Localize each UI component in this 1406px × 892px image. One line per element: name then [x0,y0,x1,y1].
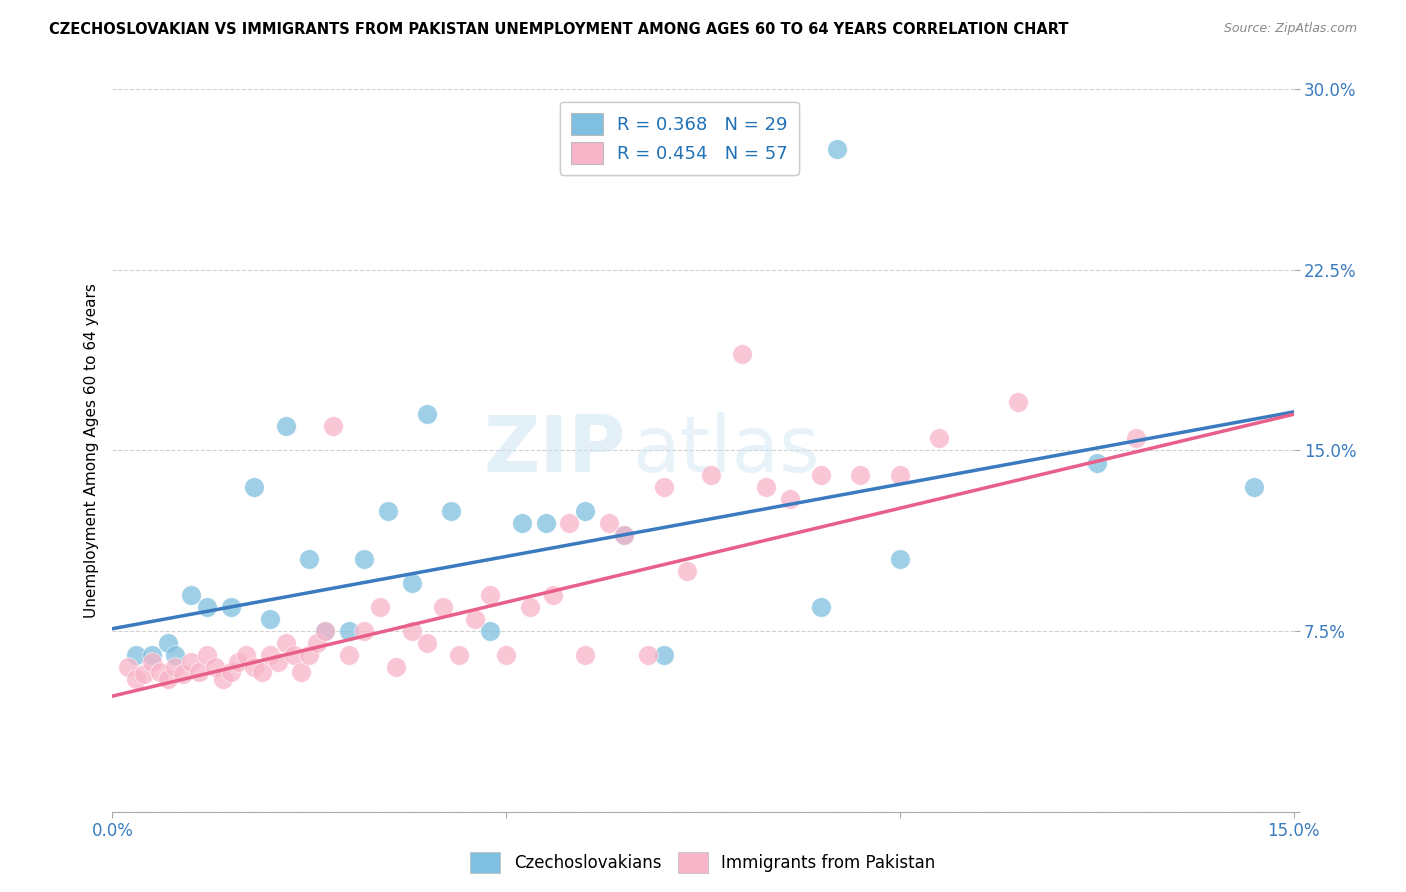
Point [180,588,202,602]
Point [243,660,266,674]
Point [283,648,305,662]
Point [700,467,723,482]
Point [156,673,179,687]
Point [928,431,950,445]
Point [1007,395,1029,409]
Point [219,599,242,614]
Point [259,612,281,626]
Text: ZIP: ZIP [484,412,626,489]
Text: CZECHOSLOVAKIAN VS IMMIGRANTS FROM PAKISTAN UNEMPLOYMENT AMONG AGES 60 TO 64 YEA: CZECHOSLOVAKIAN VS IMMIGRANTS FROM PAKIS… [49,22,1069,37]
Point [353,624,375,639]
Point [432,599,454,614]
Point [598,516,620,530]
Point [543,588,565,602]
Point [401,576,423,591]
Point [314,624,336,639]
Point [385,660,408,674]
Point [156,636,179,650]
Point [141,648,163,662]
Point [779,491,801,506]
Point [195,599,218,614]
Point [825,142,848,156]
Point [180,656,202,670]
Y-axis label: Unemployment Among Ages 60 to 64 years: Unemployment Among Ages 60 to 64 years [83,283,98,618]
Point [495,648,517,662]
Point [401,624,423,639]
Point [810,467,832,482]
Point [307,636,329,650]
Point [479,624,502,639]
Point [731,347,754,361]
Point [558,516,581,530]
Point [519,599,541,614]
Point [267,656,290,670]
Point [464,612,486,626]
Point [416,407,439,421]
Legend: R = 0.368   N = 29, R = 0.454   N = 57: R = 0.368 N = 29, R = 0.454 N = 57 [560,102,799,175]
Point [416,636,439,650]
Point [1243,480,1265,494]
Point [314,624,336,639]
Point [377,503,399,517]
Point [165,660,187,674]
Point [652,480,675,494]
Point [574,503,596,517]
Point [172,667,194,681]
Point [479,588,502,602]
Point [337,648,360,662]
Point [810,599,832,614]
Point [613,527,636,541]
Point [188,665,211,679]
Point [141,656,163,670]
Point [849,467,872,482]
Point [235,648,257,662]
Point [298,648,321,662]
Point [250,665,273,679]
Point [125,648,148,662]
Point [637,648,659,662]
Point [211,673,233,687]
Point [652,648,675,662]
Point [274,419,297,434]
Point [228,656,250,670]
Point [353,551,375,566]
Point [337,624,360,639]
Point [132,667,155,681]
Point [165,648,187,662]
Legend: Czechoslovakians, Immigrants from Pakistan: Czechoslovakians, Immigrants from Pakist… [464,846,942,880]
Point [298,551,321,566]
Point [219,665,242,679]
Point [510,516,533,530]
Point [440,503,463,517]
Point [889,551,911,566]
Point [274,636,297,650]
Point [534,516,557,530]
Point [889,467,911,482]
Point [574,648,596,662]
Point [755,480,778,494]
Point [125,673,148,687]
Point [447,648,470,662]
Point [1125,431,1147,445]
Point [149,665,172,679]
Point [322,419,344,434]
Point [243,480,266,494]
Text: Source: ZipAtlas.com: Source: ZipAtlas.com [1223,22,1357,36]
Point [195,648,218,662]
Point [290,665,312,679]
Point [368,599,391,614]
Point [1085,455,1108,469]
Point [676,564,699,578]
Point [613,527,636,541]
Point [117,660,139,674]
Text: atlas: atlas [633,412,820,489]
Point [259,648,281,662]
Point [204,660,226,674]
